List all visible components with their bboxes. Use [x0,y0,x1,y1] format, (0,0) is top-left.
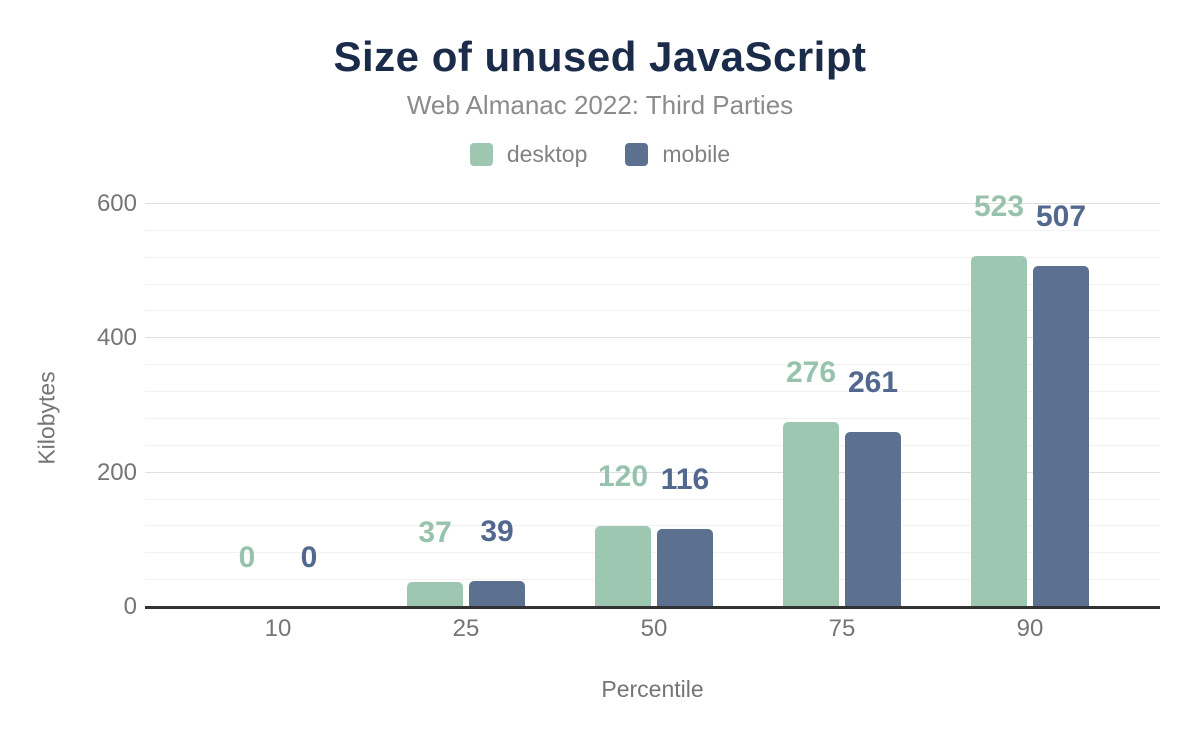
y-tick-label: 200 [96,458,137,486]
y-tick-label: 0 [123,593,137,620]
major-gridline [145,471,1160,473]
minor-gridline [145,364,1160,366]
minor-gridline [145,229,1160,231]
bar-mobile-p25[interactable] [469,580,525,607]
x-tick-label-75: 75 [828,615,856,642]
value-label-desktop-p75: 276 [785,355,837,389]
minor-gridline [145,417,1160,419]
x-tick-label-25: 25 [452,615,480,642]
legend-swatch-desktop [469,142,493,166]
legend-swatch-mobile [625,142,649,166]
bar-mobile-p75[interactable] [845,431,901,607]
minor-gridline [145,498,1160,500]
bar-desktop-p50[interactable] [595,526,651,607]
value-label-mobile-p75: 261 [847,365,899,399]
value-label-desktop-p25: 37 [418,516,452,550]
bar-mobile-p90[interactable] [1033,266,1089,607]
minor-gridline [145,310,1160,312]
bar-desktop-p90[interactable] [971,255,1027,607]
plot-area: 0 0 37 39 120 116 276 261 523 507 [145,191,1160,609]
x-tick-label-50: 50 [640,615,668,642]
legend-label-mobile: mobile [662,140,731,167]
bar-desktop-p25[interactable] [407,582,463,607]
legend-item-mobile[interactable]: mobile [625,141,730,168]
chart-subtitle: Web Almanac 2022: Third Parties [406,90,794,120]
value-label-desktop-p50: 120 [597,460,649,494]
minor-gridline [145,525,1160,527]
value-label-desktop-p10: 0 [238,541,256,574]
value-label-mobile-p90: 507 [1035,200,1087,234]
chart-title: Size of unused JavaScript [333,33,867,80]
legend: desktop mobile [0,140,1200,168]
minor-gridline [145,552,1160,554]
bar-desktop-p75[interactable] [783,421,839,607]
x-tick-label-90: 90 [1016,615,1044,642]
minor-gridline [145,256,1160,258]
x-axis-line [145,606,1160,609]
minor-gridline [145,283,1160,285]
major-gridline [145,203,1160,204]
value-label-desktop-p90: 523 [973,189,1025,223]
y-tick-label: 400 [96,324,137,352]
y-axis-title: Kilobytes [33,371,60,465]
value-label-mobile-p50: 116 [660,463,710,497]
value-label-mobile-p10: 0 [300,541,318,574]
minor-gridline [145,444,1160,446]
minor-gridline [145,579,1160,581]
y-tick-label: 600 [96,190,137,217]
minor-gridline [145,391,1160,393]
legend-label-desktop: desktop [506,140,588,167]
major-gridline [145,337,1160,339]
x-axis-title: Percentile [601,676,704,702]
legend-item-desktop[interactable]: desktop [469,140,588,168]
x-tick-label-10: 10 [264,615,292,642]
value-label-mobile-p25: 39 [480,514,514,548]
bar-mobile-p50[interactable] [657,529,713,607]
